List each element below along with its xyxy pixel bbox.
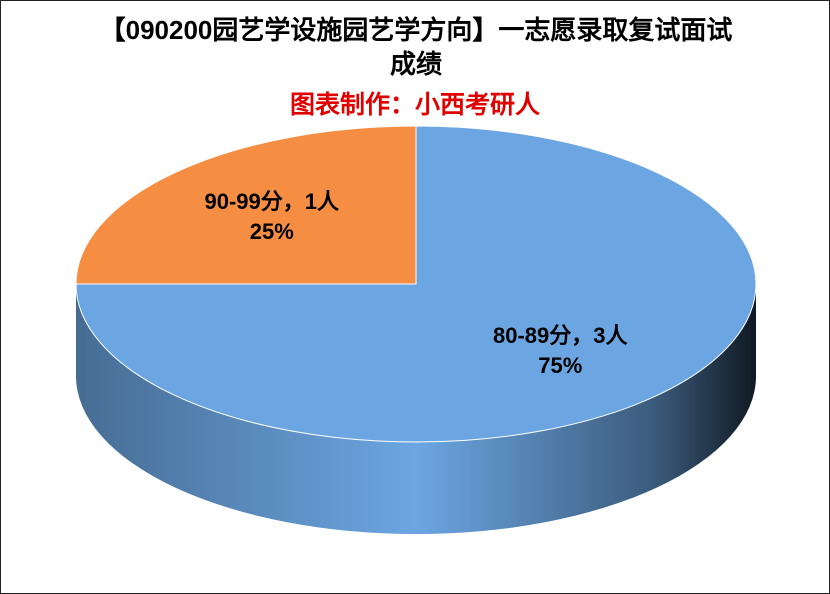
slice-label: 90-99分，1人 <box>204 189 339 214</box>
slice-label: 80-89分，3人 <box>493 323 628 348</box>
pie-slice <box>75 125 417 285</box>
chart-subtitle: 图表制作：小西考研人 <box>289 91 540 119</box>
slice-value-label: 25% <box>250 219 294 244</box>
slice-value-label: 75% <box>538 353 582 378</box>
chart-title: 【090200园艺学设施园艺学方向】一志愿录取复试面试成绩 <box>99 15 733 79</box>
